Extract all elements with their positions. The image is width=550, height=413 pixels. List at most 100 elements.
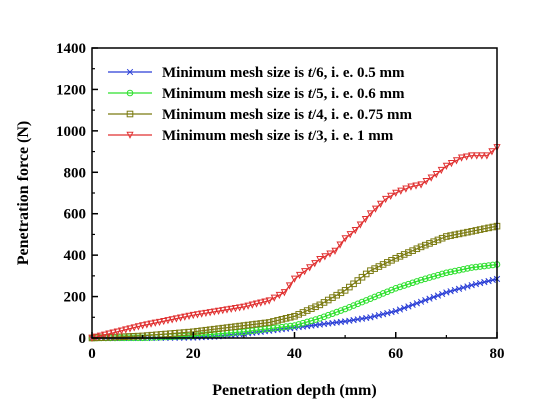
legend-label-part: /3, i. e. 1 mm — [311, 128, 394, 144]
series-3-point-80 — [430, 238, 438, 245]
series-3-point-42 — [270, 318, 277, 325]
series-4-point-75 — [427, 174, 435, 182]
series-4-point-45 — [275, 291, 283, 300]
series-3-point-44 — [278, 316, 286, 323]
series-3-point-9 — [125, 333, 133, 340]
series-3-point-70 — [388, 257, 395, 264]
y-tick-label-600: 600 — [64, 207, 87, 223]
series-2-point-42 — [270, 324, 277, 332]
series-3-point-40 — [261, 319, 269, 327]
series-3-point-75 — [409, 247, 416, 254]
legend-label-part: t — [308, 128, 313, 144]
series-4-point-67 — [387, 192, 395, 201]
series-4-point-49 — [295, 271, 304, 280]
legend-label-part: Minimum mesh size is — [162, 128, 308, 144]
series-4-point-72 — [412, 182, 420, 190]
series-3-point-17 — [162, 330, 169, 338]
series-4-point-80 — [452, 157, 461, 165]
series-4-point-4 — [101, 331, 109, 339]
series-1-point-73 — [401, 304, 408, 312]
series-1-point-74 — [405, 303, 412, 310]
series-2-point-45 — [282, 323, 290, 330]
legend-label-1: Minimum mesh size is t/6, i. e. 0.5 mm — [162, 65, 405, 81]
series-4-point-66 — [382, 195, 390, 204]
series-4-point-86 — [483, 152, 491, 160]
series-3-point-32 — [227, 323, 235, 331]
series-4-point-41 — [257, 299, 265, 307]
series-4-point-38 — [244, 302, 252, 310]
series-3-point-71 — [392, 254, 400, 262]
series-2-point-50 — [303, 318, 311, 326]
series-3-point-83 — [443, 233, 450, 240]
series-3-point-18 — [166, 330, 174, 337]
series-4-point-21 — [172, 315, 180, 323]
series-2-point-82 — [438, 270, 446, 278]
series-4-point-44 — [270, 294, 278, 302]
series-3-point-94 — [489, 223, 497, 231]
series-2-point-60 — [346, 303, 353, 311]
legend-label-part: /4, i. e. 0.75 mm — [311, 107, 412, 123]
series-3-point-28 — [211, 325, 218, 333]
series-4-point-81 — [457, 154, 466, 162]
series-3-point-49 — [299, 309, 307, 316]
series-2-point-22 — [185, 332, 192, 340]
series-3-point-87 — [459, 229, 467, 237]
y-tick-label-1000: 1000 — [56, 124, 86, 140]
series-2-point-75 — [409, 279, 416, 287]
series-3-point-34 — [236, 322, 243, 330]
y-axis-title: Penetration force (N) — [15, 121, 32, 266]
series-1-point-82 — [439, 290, 446, 298]
series-1-point-71 — [392, 307, 399, 315]
series-3-point-7 — [116, 333, 123, 341]
series-3-point-21 — [180, 329, 188, 336]
x-tick-label-40: 40 — [287, 346, 302, 362]
series-4-point-24 — [185, 312, 193, 320]
series-4-point-19 — [164, 317, 172, 325]
series-1-point-76 — [413, 300, 420, 307]
series-1-point-81 — [434, 292, 442, 299]
series-3-point-67 — [375, 263, 383, 270]
series-2-point-71 — [392, 284, 400, 292]
series-4-point-40 — [252, 300, 261, 308]
legend-label-2: Minimum mesh size is t/5, i. e. 0.6 mm — [162, 86, 405, 102]
series-3-point-8 — [120, 333, 128, 340]
series-2-point-21 — [180, 332, 188, 340]
series-2-point-90 — [472, 263, 480, 271]
series-2-point-72 — [396, 283, 404, 291]
series-2-point-43 — [274, 324, 281, 331]
series-2-point-54 — [320, 313, 328, 321]
series-2-point-67 — [375, 291, 383, 299]
series-4-point-25 — [189, 311, 197, 320]
series-2-point-52 — [312, 316, 319, 323]
series-2-point-88 — [464, 265, 471, 272]
series-4-point-61 — [356, 221, 364, 229]
legend-label-4: Minimum mesh size is t/3, i. e. 1 mm — [162, 128, 394, 144]
series-4-point-23 — [181, 313, 189, 321]
series-4-point-69 — [397, 187, 405, 195]
series-3-point-29 — [215, 325, 222, 332]
series-4-point-47 — [285, 282, 294, 290]
series-3-point-88 — [464, 228, 471, 236]
series-4-point-33 — [223, 306, 231, 314]
series-2-point-70 — [388, 286, 395, 294]
series-4-point-52 — [311, 260, 319, 268]
series-2-point-89 — [468, 264, 475, 271]
series-3-point-65 — [367, 267, 374, 274]
series-4-point-9 — [122, 326, 130, 334]
series-3-point-43 — [274, 317, 281, 324]
series-4-point-79 — [447, 160, 456, 168]
series-2-point-78 — [421, 275, 429, 283]
series-4-point-64 — [371, 205, 380, 213]
series-1-point-88 — [464, 283, 471, 290]
series-2-point-35 — [240, 328, 248, 336]
series-3 — [88, 222, 501, 342]
series-3-point-48 — [295, 311, 303, 318]
legend-label-part: Minimum mesh size is — [162, 65, 308, 81]
series-4-point-68 — [392, 189, 400, 197]
series-2-point-76 — [413, 278, 421, 285]
series-3-point-89 — [468, 228, 475, 235]
y-tick-label-400: 400 — [64, 248, 87, 264]
x-axis-title: Penetration depth (mm) — [212, 382, 376, 399]
series-4-point-85 — [478, 152, 486, 160]
